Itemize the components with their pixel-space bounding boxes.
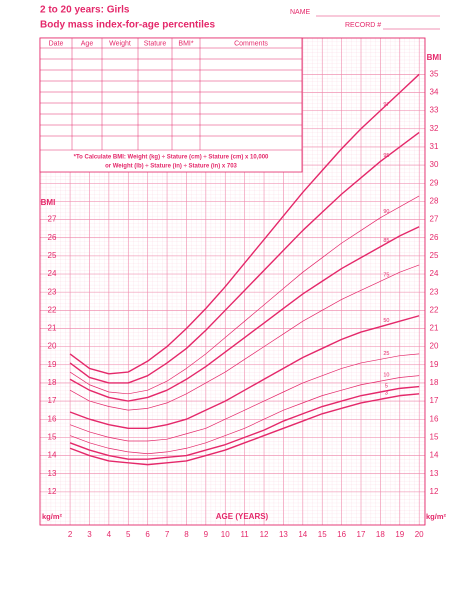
x-tick-label: 15 [318, 530, 327, 539]
column-header: Age [81, 40, 94, 47]
column-header: Comments [234, 40, 268, 47]
bmi-formula: or Weight (lb) ÷ Stature (in) ÷ Stature … [105, 164, 237, 170]
percentile-curve [69, 131, 420, 384]
y-tick-label: 17 [48, 396, 57, 405]
x-tick-label: 12 [260, 530, 269, 539]
y-tick-label: 26 [48, 233, 57, 242]
curve-label: 25 [383, 351, 389, 357]
y-tick-label: 25 [430, 251, 439, 260]
bmi-formula: *To Calculate BMI: Weight (kg) ÷ Stature… [74, 155, 269, 161]
y-tick-label: 15 [48, 432, 57, 441]
y-tick-label: 15 [430, 432, 439, 441]
curve-label: 97 [383, 102, 389, 108]
x-tick-label: 9 [204, 530, 209, 539]
name-label: NAME [290, 9, 311, 16]
x-tick-label: 5 [126, 530, 131, 539]
y-tick-label: 24 [430, 269, 439, 278]
percentile-curve [69, 375, 420, 455]
y-tick-label: 20 [48, 342, 57, 351]
y-unit-left: kg/m² [42, 512, 63, 521]
percentile-curve [69, 195, 420, 395]
y-unit-right: kg/m² [426, 512, 447, 521]
percentile-curve [69, 385, 420, 460]
x-tick-label: 19 [395, 530, 404, 539]
y-tick-label: 28 [430, 196, 439, 205]
percentile-curve [69, 353, 420, 442]
curve-label: 75 [383, 273, 389, 279]
x-tick-label: 20 [415, 530, 424, 539]
record-table: Date Age Weight Stature BMI* Comments *T… [39, 37, 303, 173]
y-tick-label: 33 [430, 106, 439, 115]
percentile-curve [69, 315, 420, 430]
y-tick-label: 13 [48, 469, 57, 478]
x-tick-label: 3 [87, 530, 92, 539]
y-tick-label: 17 [430, 396, 439, 405]
record-label: RECORD # [345, 22, 381, 29]
curve-label: 5 [385, 383, 388, 389]
y-tick-label: 26 [430, 233, 439, 242]
percentile-curve [69, 393, 420, 466]
x-tick-label: 16 [337, 530, 346, 539]
y-tick-label: 31 [430, 142, 439, 151]
y-tick-label: 30 [430, 160, 439, 169]
y-tick-label: 19 [48, 360, 57, 369]
y-tick-label: 16 [48, 414, 57, 423]
y-tick-label: 14 [48, 451, 57, 460]
curve-label: 85 [383, 238, 389, 244]
y-tick-label: 27 [48, 215, 57, 224]
column-header: Stature [144, 40, 167, 47]
title: 2 to 20 years: Girls [40, 5, 130, 16]
x-tick-label: 7 [165, 530, 170, 539]
y-tick-label: 14 [430, 451, 439, 460]
y-tick-label: 29 [430, 178, 439, 187]
x-tick-label: 13 [279, 530, 288, 539]
y-tick-label: 21 [48, 324, 57, 333]
x-tick-label: 6 [145, 530, 150, 539]
y-tick-label: 19 [430, 360, 439, 369]
y-tick-label: 16 [430, 414, 439, 423]
x-tick-label: 2 [68, 530, 73, 539]
y-tick-label: 12 [48, 487, 57, 496]
y-tick-label: 23 [48, 287, 57, 296]
x-tick-label: 18 [376, 530, 385, 539]
curve-label: 95 [383, 153, 389, 159]
subtitle: Body mass index-for-age percentiles [40, 20, 215, 31]
x-tick-label: 11 [240, 530, 249, 539]
y-tick-label: 20 [430, 342, 439, 351]
y-axis-label-left: BMI [41, 198, 56, 207]
y-tick-label: 18 [430, 378, 439, 387]
y-tick-label: 24 [48, 269, 57, 278]
percentile-curve [69, 73, 420, 375]
y-tick-label: 34 [430, 88, 439, 97]
y-tick-label: 12 [430, 487, 439, 496]
column-header: BMI* [178, 40, 193, 47]
y-tick-label: 27 [430, 215, 439, 224]
y-tick-label: 22 [430, 305, 439, 314]
x-axis-label: AGE (YEARS) [216, 512, 269, 521]
percentile-curve [69, 226, 420, 402]
y-tick-label: 23 [430, 287, 439, 296]
x-tick-label: 4 [107, 530, 112, 539]
y-tick-label: 13 [430, 469, 439, 478]
y-tick-label: 22 [48, 305, 57, 314]
y-tick-label: 35 [430, 69, 439, 78]
column-header: Date [49, 40, 64, 47]
curve-label: 50 [383, 318, 389, 324]
curve-label: 10 [383, 373, 389, 379]
x-tick-label: 17 [357, 530, 366, 539]
x-tick-label: 8 [184, 530, 189, 539]
y-tick-label: 18 [48, 378, 57, 387]
column-header: Weight [109, 40, 131, 47]
curve-label: 90 [383, 209, 389, 215]
x-tick-label: 14 [298, 530, 307, 539]
curve-label: 3 [385, 391, 388, 397]
x-tick-label: 10 [221, 530, 230, 539]
y-tick-label: 21 [430, 324, 439, 333]
y-tick-label: 32 [430, 124, 439, 133]
y-axis-label-right: BMI [427, 53, 442, 62]
percentile-curve [69, 264, 420, 411]
y-tick-label: 25 [48, 251, 57, 260]
